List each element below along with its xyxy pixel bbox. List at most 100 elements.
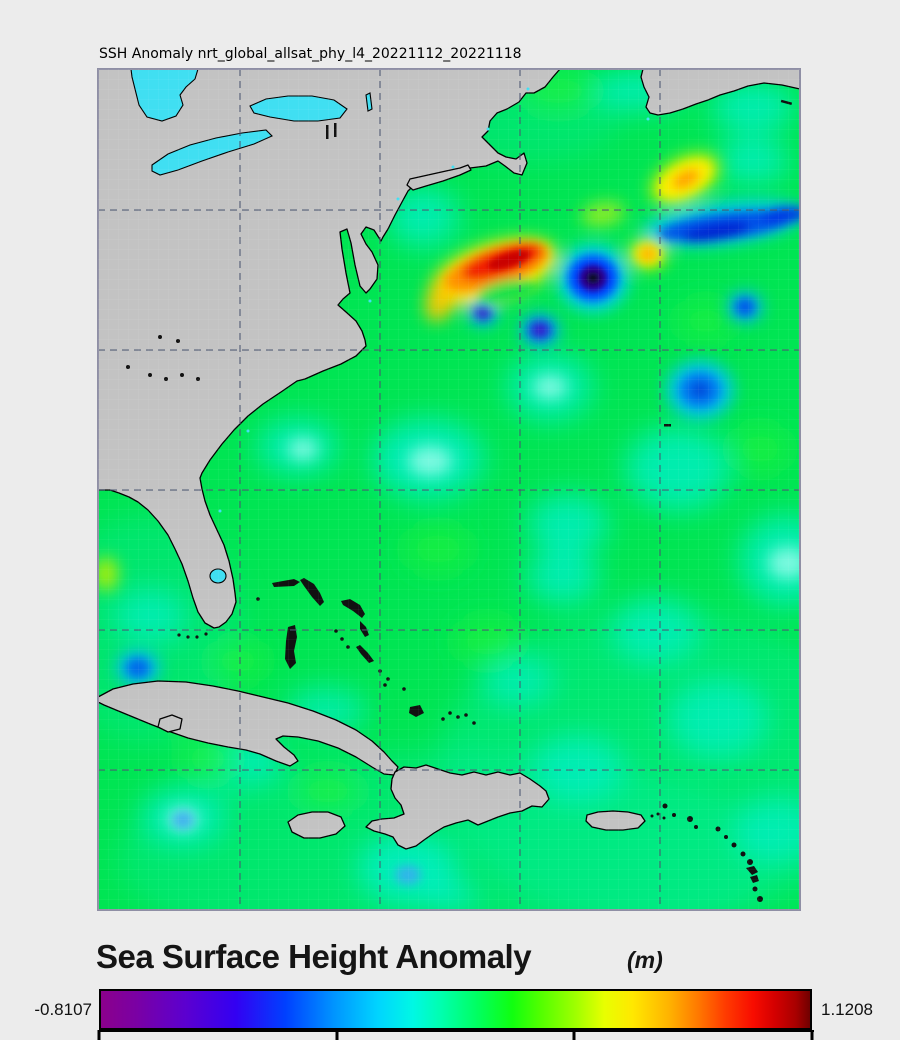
ssh-field-blob — [668, 679, 768, 759]
lake-ontario — [249, 95, 348, 122]
graticule — [98, 69, 800, 910]
coastal-speck — [526, 87, 530, 91]
lake-okeechobee — [209, 568, 227, 584]
coastal-speck — [451, 165, 455, 169]
ssh-field-blob — [735, 298, 755, 316]
land-cuba — [98, 680, 399, 776]
ssh-field-blob — [734, 797, 800, 865]
ssh-field-blob — [288, 438, 318, 460]
island-dot — [731, 842, 737, 848]
island-dot — [158, 335, 162, 339]
island-dot — [724, 835, 728, 839]
ssh-field-blob — [717, 137, 789, 185]
ssh-field-blob — [682, 222, 750, 242]
ssh-field-blob — [387, 187, 459, 247]
island-dot — [196, 377, 200, 381]
lake-erie — [151, 129, 273, 176]
island-dot — [402, 687, 406, 691]
small-islands — [272, 99, 793, 883]
ssh-field-blob — [476, 278, 536, 304]
ssh-field-blob — [532, 735, 624, 803]
island-dot — [195, 635, 199, 639]
island-eleuthera — [341, 599, 365, 618]
ssh-field-blob — [711, 81, 795, 133]
island-dot — [662, 803, 668, 809]
land-long-island — [406, 164, 472, 191]
island-dot — [656, 812, 660, 816]
ssh-field-blob — [690, 381, 710, 399]
coastal-speck — [396, 197, 400, 201]
map-border — [98, 69, 800, 910]
ssh-field-blob — [761, 206, 800, 224]
island-sable — [780, 99, 793, 106]
ssh-field-blob — [528, 494, 608, 554]
ssh-field-blob — [768, 547, 800, 579]
ssh-field-blob — [586, 272, 600, 284]
land-north-america-mainland — [98, 69, 561, 629]
island-dot — [456, 715, 460, 719]
colorbar-min-label: -0.8107 — [34, 1000, 92, 1019]
island-guadeloupe — [746, 866, 759, 883]
island-dot — [180, 373, 184, 377]
island-dot — [126, 365, 130, 369]
ssh-field-blob — [527, 549, 599, 605]
island-dot — [472, 721, 476, 725]
island-long-island-bahamas — [356, 645, 374, 663]
ssh-field-blob — [114, 589, 186, 645]
ssh-field-blob — [672, 169, 700, 189]
island-dot — [715, 826, 721, 832]
island-grand-bahama — [272, 579, 300, 587]
ssh-field-blob — [98, 557, 118, 591]
ssh-field-blob — [422, 883, 478, 910]
island-dot — [464, 713, 468, 717]
island-dot — [694, 825, 698, 829]
ssh-field-blob — [581, 201, 625, 227]
island-dot — [346, 645, 350, 649]
land-isla-juventud — [157, 714, 183, 733]
island-dot — [340, 637, 344, 641]
island-inagua — [409, 705, 424, 717]
ssh-field-blob — [534, 325, 546, 335]
land-jamaica — [287, 811, 346, 839]
ssh-field-blob — [294, 769, 362, 813]
ssh-field-blob — [172, 811, 194, 829]
finger-lake-2 — [334, 123, 337, 137]
ssh-field-blob — [395, 865, 421, 885]
ssh-field-blob — [408, 446, 452, 476]
ssh-field-blob — [482, 655, 554, 707]
island-dot — [740, 851, 746, 857]
island-dots — [126, 87, 763, 902]
island-dot — [687, 816, 693, 822]
coastal-speck — [486, 127, 490, 131]
colorbar-axis-line — [98, 1030, 814, 1032]
island-dot — [441, 717, 445, 721]
ssh-field-blob — [208, 639, 268, 683]
coastal-speck — [646, 117, 650, 121]
ssh-field-blob — [404, 525, 472, 573]
island-dot — [386, 677, 390, 681]
island-dot — [176, 339, 180, 343]
island-dot — [448, 711, 452, 715]
island-dot — [650, 814, 654, 818]
great-lakes — [130, 69, 373, 584]
island-dot — [148, 373, 152, 377]
island-abaco — [300, 578, 324, 606]
island-dot — [204, 632, 208, 636]
ssh-field-blob — [479, 309, 487, 317]
land-masses — [98, 69, 800, 850]
island-dot — [383, 683, 387, 687]
ssh-field-blob — [454, 617, 522, 665]
land-nova-scotia — [640, 69, 800, 116]
ssh-field-blob — [642, 249, 654, 259]
island-bermuda — [664, 424, 671, 427]
coastal-speck — [218, 509, 222, 513]
island-dot — [177, 633, 181, 637]
island-dot — [662, 816, 666, 820]
ssh-field-blob — [626, 427, 730, 511]
colorbar — [99, 989, 812, 1030]
ssh-anomaly-map — [97, 68, 801, 911]
island-dot — [747, 859, 753, 865]
ssh-field-blob — [126, 658, 150, 678]
land-puerto-rico — [585, 810, 646, 831]
coastal-speck — [368, 299, 372, 303]
